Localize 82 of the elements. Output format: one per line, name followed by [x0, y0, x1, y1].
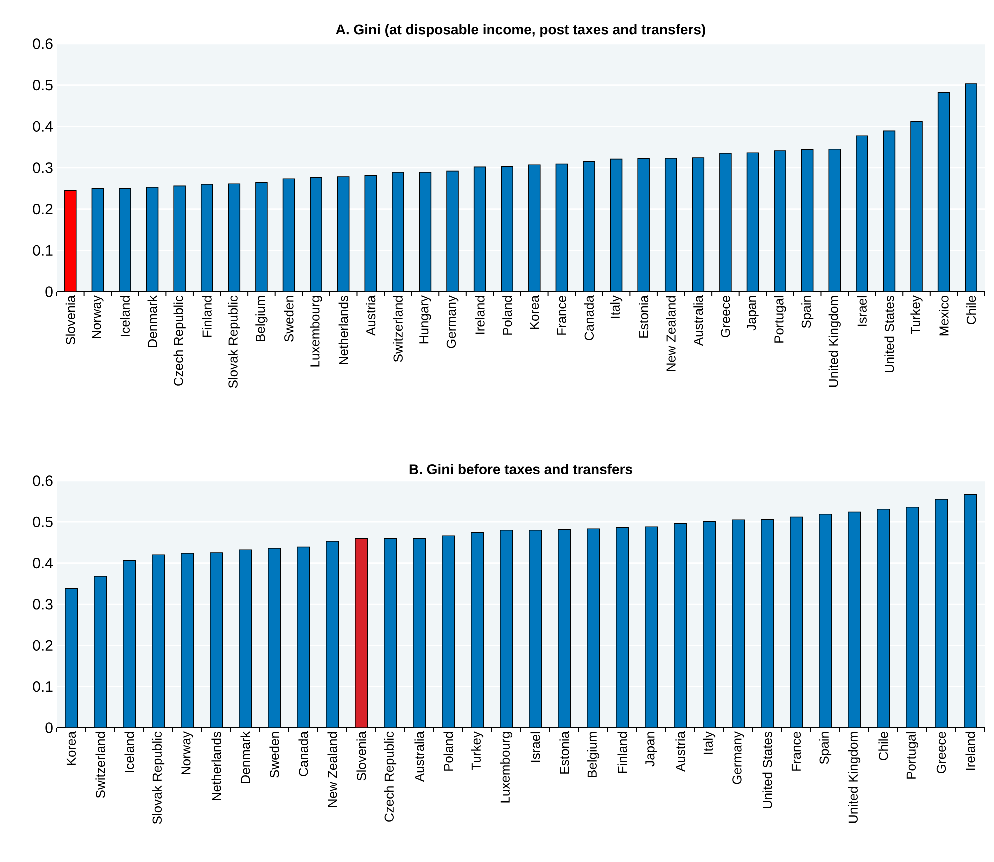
x-tick-label: Slovenia [66, 296, 76, 345]
x-tick-label: Korea [66, 732, 76, 766]
x-tick-label: Mexico [939, 296, 949, 336]
x-tick-label: Ireland [966, 732, 976, 770]
x-tick-label: Austria [366, 296, 376, 336]
x-tick-label: Belgium [587, 732, 600, 778]
x-tick-label: Belgium [256, 296, 268, 342]
y-tick-label: 0 [46, 286, 53, 298]
x-tick-label: Australia [414, 732, 424, 782]
y-tick-label: 0.6 [33, 38, 53, 50]
x-tick-label: Estonia [639, 296, 649, 338]
x-tick-label: Czech Republic [384, 732, 397, 822]
y-tick-label: 0.4 [33, 121, 54, 132]
x-tick-label: Slovak Republic [152, 732, 165, 824]
x-tick-label: Switzerland [96, 732, 106, 798]
y-tick-label: 0.4 [33, 558, 54, 569]
x-tick-label: Norway [92, 296, 104, 339]
x-tick-label: Poland [502, 296, 512, 335]
x-tick-label: France [792, 732, 802, 771]
x-tick-label: Austria [676, 732, 686, 772]
x-tick-label: Denmark [148, 296, 158, 348]
y-tick-label: 0.6 [33, 476, 53, 486]
x-tick-label: Greece [721, 296, 730, 338]
x-tick-label: Iceland [124, 732, 134, 772]
x-tick-label: United Kingdom [828, 296, 841, 388]
y-tick-label: 0.3 [33, 162, 53, 174]
x-tick-label: Chile [878, 732, 888, 760]
x-tick-label: Turkey [910, 296, 923, 334]
x-tick-label: United Kingdom [848, 732, 861, 824]
x-tick-label: Turkey [471, 732, 484, 770]
x-tick-label: Germany [446, 296, 459, 348]
x-tick-label: United States [884, 296, 894, 373]
y-tick-label: 0.1 [33, 682, 53, 692]
x-tick-label: Australia [694, 296, 704, 346]
x-tick-label: Slovenia [356, 732, 366, 781]
x-tick-label: Canada [584, 296, 594, 340]
chart-title: B. Gini before taxes and transfers [410, 464, 632, 474]
x-tick-label: Czech Republic [174, 296, 186, 386]
x-tick-label: Norway [182, 732, 194, 775]
x-tick-label: Korea [530, 296, 540, 330]
x-tick-label: New Zealand [328, 732, 338, 808]
x-tick-label: Netherlands [212, 732, 222, 801]
x-tick-label: Finland [202, 296, 212, 338]
x-tick-label: Ireland [475, 296, 485, 334]
x-tick-label: Portugal [906, 732, 919, 779]
x-tick-label: Netherlands [338, 296, 348, 365]
x-tick-label: Spain [802, 296, 814, 328]
x-tick-label: Japan [747, 296, 759, 331]
x-tick-label: United States [762, 732, 772, 809]
x-tick-label: Estonia [560, 732, 570, 774]
x-tick-label: Denmark [240, 732, 250, 784]
x-tick-label: Slovak Republic [228, 296, 240, 388]
x-tick-label: Sweden [270, 732, 280, 778]
x-tick-label: Greece [936, 732, 946, 774]
x-tick-label: Germany [732, 732, 744, 784]
x-tick-label: Israel [857, 296, 867, 326]
y-tick-label: 0.2 [33, 640, 53, 651]
x-tick-label: Italy [610, 296, 623, 318]
x-tick-label: Portugal [774, 296, 786, 343]
y-tick-label: 0.5 [33, 516, 53, 528]
x-tick-label: New Zealand [666, 296, 676, 372]
x-tick-label: Chile [966, 296, 976, 324]
x-tick-label: Sweden [284, 296, 294, 342]
x-tick-label: Luxembourg [310, 296, 322, 367]
y-tick-label: 0.2 [33, 204, 53, 215]
y-tick-label: 0.1 [33, 245, 53, 256]
x-tick-label: Switzerland [393, 296, 403, 362]
chart-title: A. Gini (at disposable income, post taxes and transfers) [336, 24, 706, 38]
x-tick-label: Japan [646, 732, 658, 767]
x-tick-label: Iceland [120, 296, 130, 336]
x-tick-label: Israel [530, 732, 540, 762]
x-tick-label: Canada [298, 732, 308, 776]
x-tick-label: France [557, 296, 566, 335]
x-tick-label: Finland [618, 732, 628, 774]
x-tick-label: Luxembourg [500, 732, 513, 803]
y-tick-label: 0.5 [33, 80, 53, 91]
x-tick-label: Italy [703, 732, 716, 754]
x-tick-label: Hungary [420, 296, 432, 344]
y-tick-label: 0 [46, 722, 53, 734]
y-tick-label: 0.3 [33, 599, 53, 610]
x-tick-label: Poland [444, 732, 454, 771]
x-tick-label: Spain [819, 732, 832, 764]
